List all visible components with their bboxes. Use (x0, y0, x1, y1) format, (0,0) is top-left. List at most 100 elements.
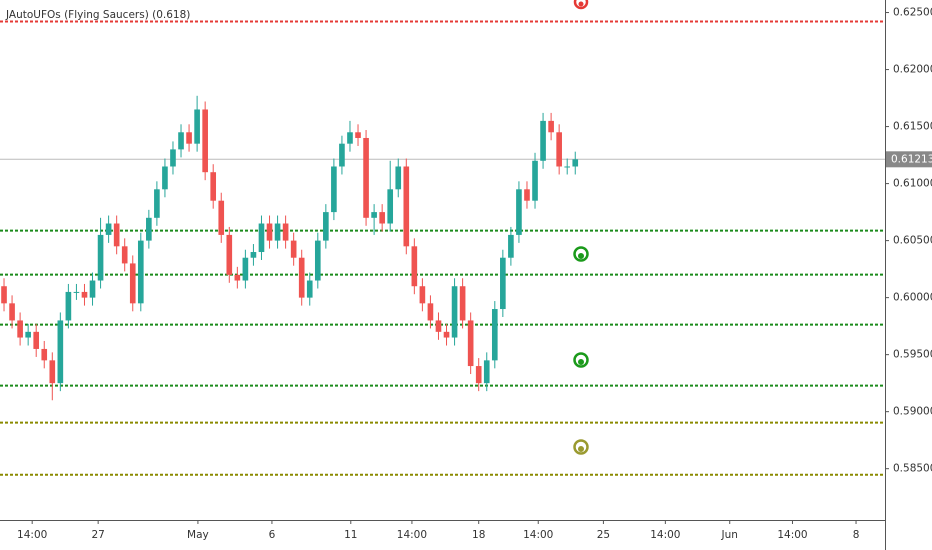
x-tick-label: 14:00 (777, 529, 807, 541)
candle-body (395, 166, 402, 190)
candle-body (363, 137, 369, 218)
ufo-marker (573, 352, 589, 368)
last-price-tag (886, 151, 932, 168)
candle-body (500, 257, 506, 310)
candle-body (443, 331, 450, 338)
candle-body (266, 223, 273, 241)
candle-body (242, 257, 249, 281)
x-tick-label: 25 (597, 529, 610, 541)
candle-body (508, 234, 514, 258)
candle-body (162, 166, 168, 190)
x-tick-label: 11 (344, 529, 357, 541)
candle-body (524, 189, 530, 201)
candle-body (548, 120, 554, 133)
ufo-marker-dot (578, 446, 584, 452)
candle-body (411, 246, 418, 287)
candle-body (258, 223, 265, 253)
candle-body (202, 109, 208, 173)
candle-body (105, 223, 112, 235)
candle-body (347, 132, 353, 144)
ufo-marker (573, 0, 589, 10)
candle-body (9, 303, 15, 321)
last-price-label: 0.61213 (891, 153, 932, 165)
candle-body (427, 303, 434, 321)
candle-body (170, 149, 176, 167)
candle-body (81, 291, 88, 298)
ufo-marker-dot (578, 1, 584, 7)
candle-body (556, 132, 562, 167)
candle-body (194, 109, 200, 144)
candle-body (483, 360, 490, 384)
candle-body (178, 132, 184, 150)
candle-body (282, 223, 289, 241)
x-tick-label: 6 (269, 529, 276, 541)
candle-body (113, 223, 120, 247)
candle-body (17, 320, 23, 338)
candle-body (226, 234, 233, 275)
candle-body (65, 291, 72, 321)
candle-body (540, 120, 546, 161)
ufo-marker-dot (578, 359, 584, 365)
candle-body (290, 240, 297, 258)
ufo-marker (573, 246, 589, 262)
x-tick-label: 14:00 (17, 529, 47, 541)
candle-body (572, 159, 579, 167)
x-tick-label: Jun (721, 529, 738, 541)
x-tick-label: 8 (853, 529, 860, 541)
candle-body (387, 189, 394, 224)
x-tick-label: 27 (91, 529, 104, 541)
candle-body (379, 212, 385, 224)
candle-body (49, 360, 56, 384)
candle-body (73, 291, 80, 293)
candle-body (306, 280, 313, 298)
candle-body (371, 212, 377, 218)
candle-body (475, 366, 482, 384)
ufo-markers (573, 0, 589, 455)
candle-body (355, 132, 361, 138)
candle-body (314, 240, 321, 281)
x-tick-label: 14:00 (397, 529, 427, 541)
candle-body (491, 309, 498, 361)
chart-title: JAutoUFOs (Flying Saucers) (0.618) (5, 9, 190, 21)
candle-body (146, 217, 152, 241)
candle-body (186, 132, 192, 144)
candle-body (97, 234, 104, 281)
candle-body (274, 223, 281, 241)
candle-body (154, 189, 160, 218)
candle-body (250, 252, 257, 258)
candle-body (137, 240, 144, 304)
candle-body (419, 286, 426, 304)
x-tick-label: May (187, 529, 209, 541)
candle-body (516, 189, 522, 235)
candle-body (564, 166, 571, 168)
candle-body (121, 246, 128, 264)
candle-body (459, 286, 466, 321)
candle-body (210, 172, 217, 201)
candle-body (331, 166, 337, 213)
candle-body (435, 320, 442, 332)
candle-body (451, 286, 458, 338)
candle-body (298, 257, 305, 298)
candle-body (234, 274, 241, 281)
x-tick-label: 14:00 (650, 529, 680, 541)
candle-body (323, 212, 329, 241)
y-tick-label: 0.62500 (893, 7, 932, 19)
candle-body (1, 286, 7, 304)
candle-body (218, 200, 225, 235)
candle-body (403, 166, 410, 247)
candle-body (129, 263, 136, 304)
x-tick-label: 18 (472, 529, 485, 541)
x-tick-label: 14:00 (523, 529, 553, 541)
ufo-marker-dot (578, 253, 584, 259)
candle-body (467, 320, 474, 367)
candle-body (339, 143, 345, 167)
